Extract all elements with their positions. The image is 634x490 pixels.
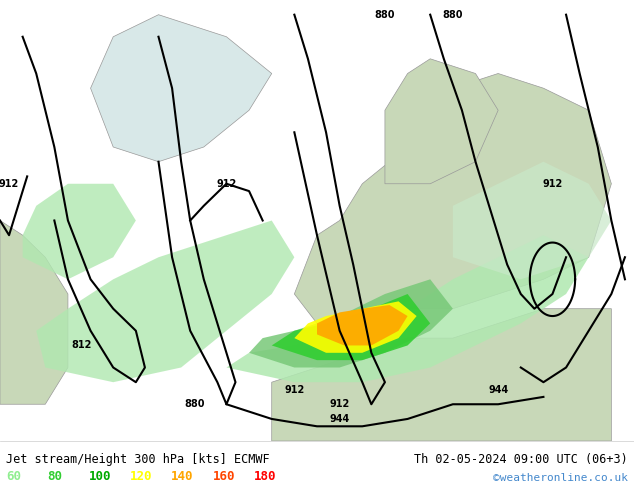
Polygon shape bbox=[0, 220, 68, 404]
Text: 140: 140 bbox=[171, 469, 193, 483]
Text: 912: 912 bbox=[542, 179, 562, 189]
Polygon shape bbox=[23, 184, 136, 279]
Text: Jet stream/Height 300 hPa [kts] ECMWF: Jet stream/Height 300 hPa [kts] ECMWF bbox=[6, 453, 270, 466]
Polygon shape bbox=[226, 235, 589, 382]
Text: Th 02-05-2024 09:00 UTC (06+3): Th 02-05-2024 09:00 UTC (06+3) bbox=[414, 453, 628, 466]
Text: 180: 180 bbox=[254, 469, 276, 483]
Polygon shape bbox=[272, 309, 611, 441]
Polygon shape bbox=[36, 220, 294, 382]
Text: 912: 912 bbox=[0, 179, 19, 189]
Text: 100: 100 bbox=[89, 469, 111, 483]
Text: 812: 812 bbox=[72, 341, 92, 350]
Polygon shape bbox=[294, 74, 611, 323]
Text: 944: 944 bbox=[488, 385, 508, 394]
Text: 80: 80 bbox=[48, 469, 63, 483]
Polygon shape bbox=[294, 301, 417, 353]
Text: 880: 880 bbox=[443, 10, 463, 20]
Text: 160: 160 bbox=[212, 469, 235, 483]
Text: 120: 120 bbox=[130, 469, 152, 483]
Text: 880: 880 bbox=[184, 399, 205, 409]
Text: ©weatheronline.co.uk: ©weatheronline.co.uk bbox=[493, 473, 628, 483]
Polygon shape bbox=[249, 279, 453, 368]
Text: 944: 944 bbox=[330, 414, 350, 424]
Polygon shape bbox=[91, 15, 272, 162]
Polygon shape bbox=[272, 294, 430, 360]
Text: 880: 880 bbox=[375, 10, 395, 20]
Polygon shape bbox=[453, 162, 611, 279]
Polygon shape bbox=[317, 305, 408, 345]
Text: 60: 60 bbox=[6, 469, 22, 483]
Text: 912: 912 bbox=[216, 179, 236, 189]
Text: 912: 912 bbox=[330, 399, 350, 409]
Polygon shape bbox=[385, 59, 498, 184]
Text: 912: 912 bbox=[284, 385, 304, 394]
